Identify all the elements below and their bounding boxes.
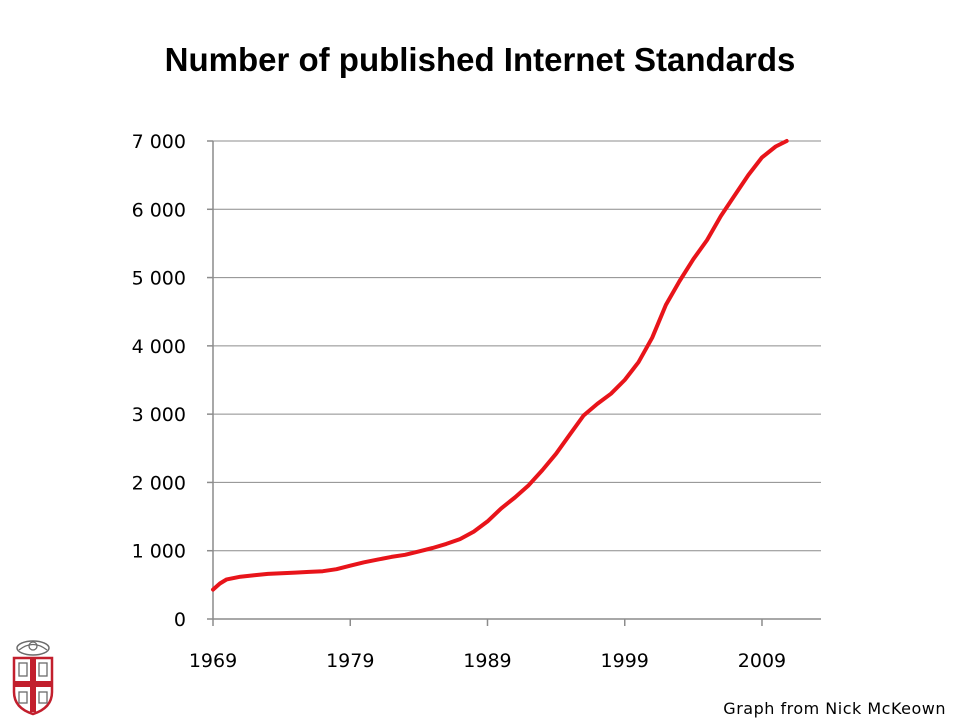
series-layer [211,139,789,592]
y-tick-labels: 0 1 000 2 000 3 000 4 000 5 000 6 000 7 000 [132,131,186,631]
x-tick-labels: 1969 1979 1989 1999 2009 [189,650,786,672]
y-tick-label: 2 000 [132,472,186,494]
y-tick-label: 5 000 [132,268,186,290]
y-tick-label: 4 000 [132,336,186,358]
grid-lines [213,140,821,552]
x-tick-label: 2009 [738,650,786,672]
y-tick-label: 6 000 [132,199,186,221]
x-tick-label: 1969 [189,650,237,672]
graph-credit: Graph from Nick McKeown [723,699,946,718]
x-tick-label: 1979 [326,650,374,672]
x-tick-label: 1989 [463,650,511,672]
y-tick-label: 3 000 [132,404,186,426]
y-tick-label: 1 000 [132,541,186,563]
series-line [211,139,789,592]
axes [207,140,821,626]
y-tick-label: 7 000 [132,131,186,153]
y-tick-label: 0 [174,609,186,631]
chart-title: Number of published Internet Standards [164,41,796,78]
x-tick-label: 1999 [601,650,649,672]
university-shield-logo [12,640,54,716]
